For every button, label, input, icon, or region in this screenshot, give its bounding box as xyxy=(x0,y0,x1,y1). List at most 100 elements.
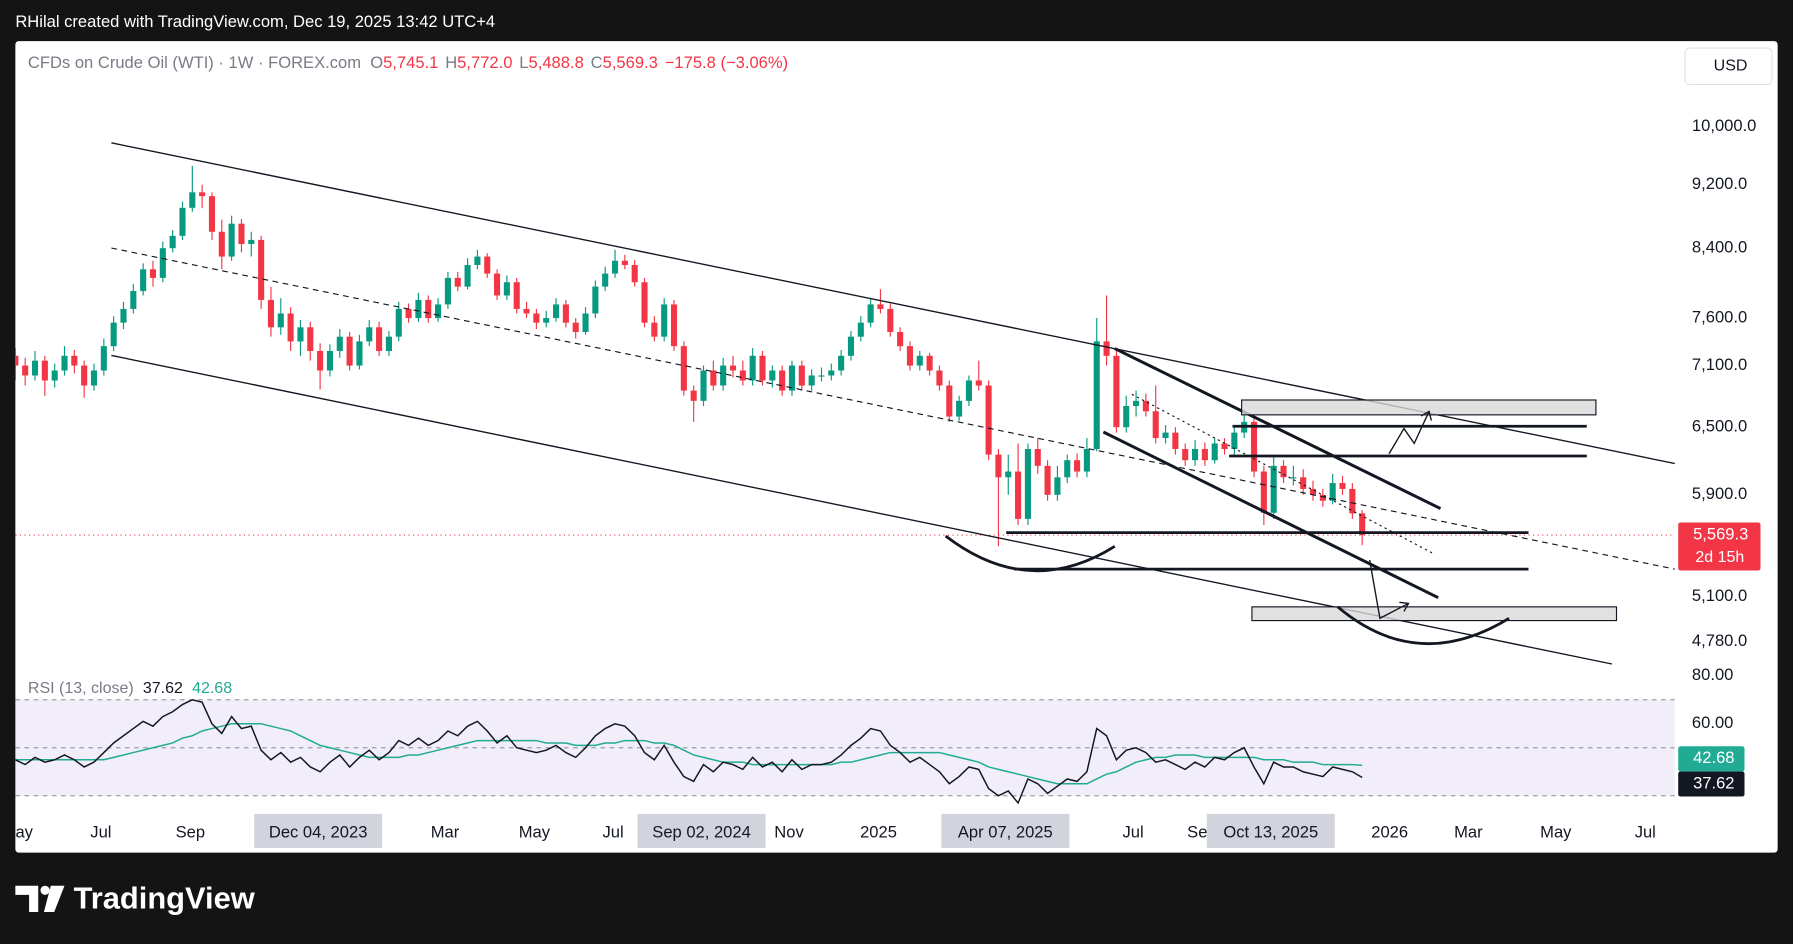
candle-body xyxy=(405,308,412,319)
candle-body xyxy=(779,370,786,391)
countdown: 2d 15h xyxy=(1695,549,1744,566)
candle-body xyxy=(788,365,796,391)
candle-body xyxy=(1329,483,1336,501)
rsi-value-label: 37.62 xyxy=(1693,773,1734,792)
logo-mark xyxy=(15,885,39,912)
candle-body xyxy=(769,370,776,381)
candle-body xyxy=(1211,443,1218,461)
candle-body xyxy=(61,355,68,371)
base-curve xyxy=(944,534,1116,573)
ohlc-value: 5,772.0 xyxy=(457,53,512,72)
candle-body xyxy=(1024,449,1031,519)
x-tick-highlight xyxy=(1206,813,1335,848)
currency[interactable]: USD xyxy=(1714,58,1748,75)
y-tick-label: 5,900.0 xyxy=(1692,484,1747,503)
x-tick-label: Apr 07, 2025 xyxy=(958,823,1053,842)
y-tick-label: 7,100.0 xyxy=(1692,355,1747,374)
x-tick-label: Dec 04, 2023 xyxy=(269,823,368,842)
candle-body xyxy=(1064,460,1071,478)
rsi-background xyxy=(15,699,1675,797)
candle-body xyxy=(818,375,825,377)
candle-body xyxy=(218,231,225,257)
candle-body xyxy=(592,286,599,314)
candle-body xyxy=(267,299,275,328)
candle-body xyxy=(1054,477,1061,495)
candle-body xyxy=(22,365,29,376)
candle-body xyxy=(936,370,943,386)
rsi-line xyxy=(15,723,1363,785)
inner-channel-top xyxy=(1114,347,1442,510)
x-tick-highlight xyxy=(637,813,766,848)
y-tick-label: 5,100.0 xyxy=(1692,586,1747,605)
candle-body xyxy=(582,313,589,332)
candle-body xyxy=(494,273,501,296)
y-tick-label: 8,400.0 xyxy=(1692,238,1747,257)
candle-body xyxy=(1270,465,1277,513)
candle-body xyxy=(238,223,245,245)
candle-body xyxy=(661,304,668,337)
candle-body xyxy=(956,400,963,417)
candle-body xyxy=(90,370,98,386)
candle-body xyxy=(867,304,874,323)
price-pane xyxy=(15,165,1675,547)
candle-body xyxy=(464,265,471,287)
candle-body xyxy=(523,308,530,314)
candle-body xyxy=(926,355,933,371)
rsi-line xyxy=(15,698,1363,805)
x-tick-label: Jul xyxy=(1123,823,1144,842)
candle-body xyxy=(71,355,78,366)
logo-mark xyxy=(43,885,65,912)
candle-body xyxy=(1103,341,1110,356)
candle-body xyxy=(1152,411,1159,439)
candle-body xyxy=(906,346,914,366)
candle-body xyxy=(503,282,510,296)
candle-body xyxy=(297,327,304,342)
candle-body xyxy=(1349,488,1356,514)
rsi-title: RSI (13, close) xyxy=(28,680,134,697)
candle-body xyxy=(562,304,569,323)
candle-body xyxy=(808,375,815,386)
candle-body xyxy=(651,322,658,337)
candle-body xyxy=(366,327,373,342)
candle-body xyxy=(1309,488,1317,495)
x-tick-label: Jul xyxy=(90,823,111,842)
x-tick-highlight xyxy=(941,813,1070,848)
candle-body xyxy=(1162,432,1169,439)
candle-body xyxy=(1280,465,1287,478)
candle-body xyxy=(611,260,619,274)
candle-body xyxy=(317,350,324,371)
candle-body xyxy=(15,355,19,366)
logo-mark xyxy=(40,885,50,895)
x-tick-label: May xyxy=(519,823,551,842)
candle-body xyxy=(1221,443,1228,450)
candle-body xyxy=(51,370,58,381)
candle-body xyxy=(189,192,196,208)
candle-body xyxy=(690,390,697,401)
candle-body xyxy=(995,454,1002,478)
ohlc-label: O xyxy=(370,53,383,72)
candle-body xyxy=(946,385,953,417)
candle-body xyxy=(572,322,579,332)
candle-body xyxy=(513,282,520,309)
candle-body xyxy=(336,336,343,351)
candle-body xyxy=(326,350,333,371)
candle-body xyxy=(553,304,560,319)
candle-body xyxy=(1250,421,1258,472)
base-curve xyxy=(1336,605,1510,646)
candle-body xyxy=(415,299,422,319)
rsi-value-box xyxy=(1678,746,1745,772)
candle-body xyxy=(798,365,805,386)
candle-body xyxy=(1201,449,1208,461)
candle-body xyxy=(1005,471,1012,478)
currency-button[interactable] xyxy=(1684,47,1773,86)
candle-body xyxy=(1191,449,1199,461)
candle-body xyxy=(140,269,147,292)
candle-body xyxy=(670,304,678,347)
x-tick-label: Nov xyxy=(774,823,804,842)
y-tick-label: 7,600.0 xyxy=(1692,307,1747,326)
candle-body xyxy=(1290,477,1297,479)
candle-body xyxy=(1300,477,1307,489)
ohlc-label: H xyxy=(445,53,457,72)
symbol-title: CFDs on Crude Oil (WTI) · 1W · FOREX.com xyxy=(28,53,361,72)
